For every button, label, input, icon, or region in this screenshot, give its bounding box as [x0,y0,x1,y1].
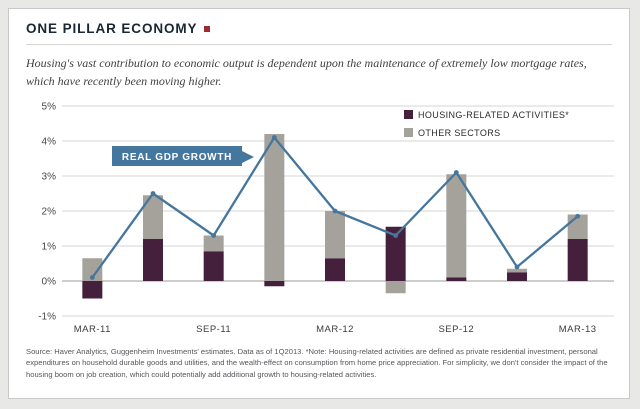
x-axis-label: MAR-13 [559,324,597,335]
bar-housing-segment [264,281,285,287]
bar-housing-segment [143,239,163,281]
chart-area: 5% 4% 3% 2% 1% 0% -1% REAL GDP GROWTH HOUSING-RE… [26,96,616,342]
bar-other-segment [385,281,406,294]
chart-card: ONE PILLAR ECONOMY Housing's vast contri… [8,8,630,399]
bar-other-segment [143,195,163,239]
bar-other-segment [446,174,467,278]
bar-other-segment [203,235,224,252]
chart-svg: 5% 4% 3% 2% 1% 0% -1% REAL GDP GROWTH HOUSING-RE… [38,102,616,335]
page-title: ONE PILLAR ECONOMY [26,21,198,36]
y-axis-label: 3% [42,172,57,183]
legend-swatch-other [404,128,413,137]
x-axis-label: SEP-11 [196,324,231,335]
x-axis-label: SEP-12 [438,324,474,335]
bar-other-segment [82,258,103,281]
gdp-line-point [89,275,95,280]
y-axis-label: -1% [38,312,56,323]
x-axis-label: MAR-11 [74,324,111,335]
source-footnote: Source: Haver Analytics, Guggenheim Inve… [26,347,608,379]
bar-other-segment [507,268,527,273]
header: ONE PILLAR ECONOMY [26,21,612,36]
bar-housing-segment [203,251,224,281]
x-axis-label: MAR-12 [316,324,354,335]
gdp-line-point [332,208,338,214]
gdp-line-point [575,213,581,219]
y-axis-label: 2% [42,207,57,218]
chart-subtitle: Housing's vast contribution to economic … [26,56,587,88]
y-axis-label: 4% [42,137,57,148]
bar-housing-segment [82,281,103,299]
y-axis-label: 0% [42,277,57,288]
gdp-callout-box [112,146,242,166]
gdp-line-point [453,170,459,175]
gdp-line-point [393,233,399,238]
header-divider [26,44,612,45]
bar-housing-segment [325,258,345,281]
bar-housing-segment [507,272,527,281]
gdp-line-point [271,135,277,140]
bar-housing-segment [385,226,406,281]
y-axis-label: 5% [42,102,57,113]
title-square-icon [204,26,211,32]
y-axis-label: 1% [42,242,57,253]
bar-housing-segment [446,277,467,281]
legend-label-other: OTHER SECTORS [418,128,501,138]
gdp-callout-pointer-icon [242,151,254,163]
gdp-line-point [150,191,156,196]
gdp-callout-label: REAL GDP GROWTH [122,152,232,163]
legend-swatch-housing [404,110,413,119]
bar-housing-segment [567,239,588,281]
gdp-line-point [514,264,520,270]
gdp-line-point [211,233,217,238]
bar-other-segment [325,211,345,259]
bar-other-segment [264,134,285,281]
legend-label-housing: HOUSING-RELATED ACTIVITIES* [418,110,569,120]
